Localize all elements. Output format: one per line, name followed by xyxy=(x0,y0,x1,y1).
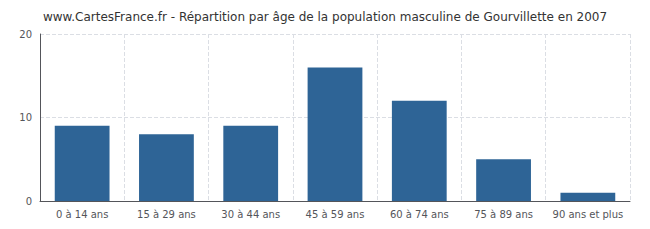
svg-text:www.CartesFrance.fr - Répartit: www.CartesFrance.fr - Répartition par âg… xyxy=(43,10,607,24)
svg-text:20: 20 xyxy=(19,29,32,40)
svg-text:60 à 74 ans: 60 à 74 ans xyxy=(390,209,449,220)
svg-text:0: 0 xyxy=(26,196,32,207)
svg-text:30 à 44 ans: 30 à 44 ans xyxy=(221,209,280,220)
svg-text:15 à 29 ans: 15 à 29 ans xyxy=(137,209,196,220)
svg-text:90 ans et plus: 90 ans et plus xyxy=(553,209,624,220)
svg-text:45 à 59 ans: 45 à 59 ans xyxy=(306,209,365,220)
svg-text:75 à 89 ans: 75 à 89 ans xyxy=(474,209,533,220)
svg-text:0 à 14 ans: 0 à 14 ans xyxy=(56,209,108,220)
svg-text:10: 10 xyxy=(19,112,32,123)
